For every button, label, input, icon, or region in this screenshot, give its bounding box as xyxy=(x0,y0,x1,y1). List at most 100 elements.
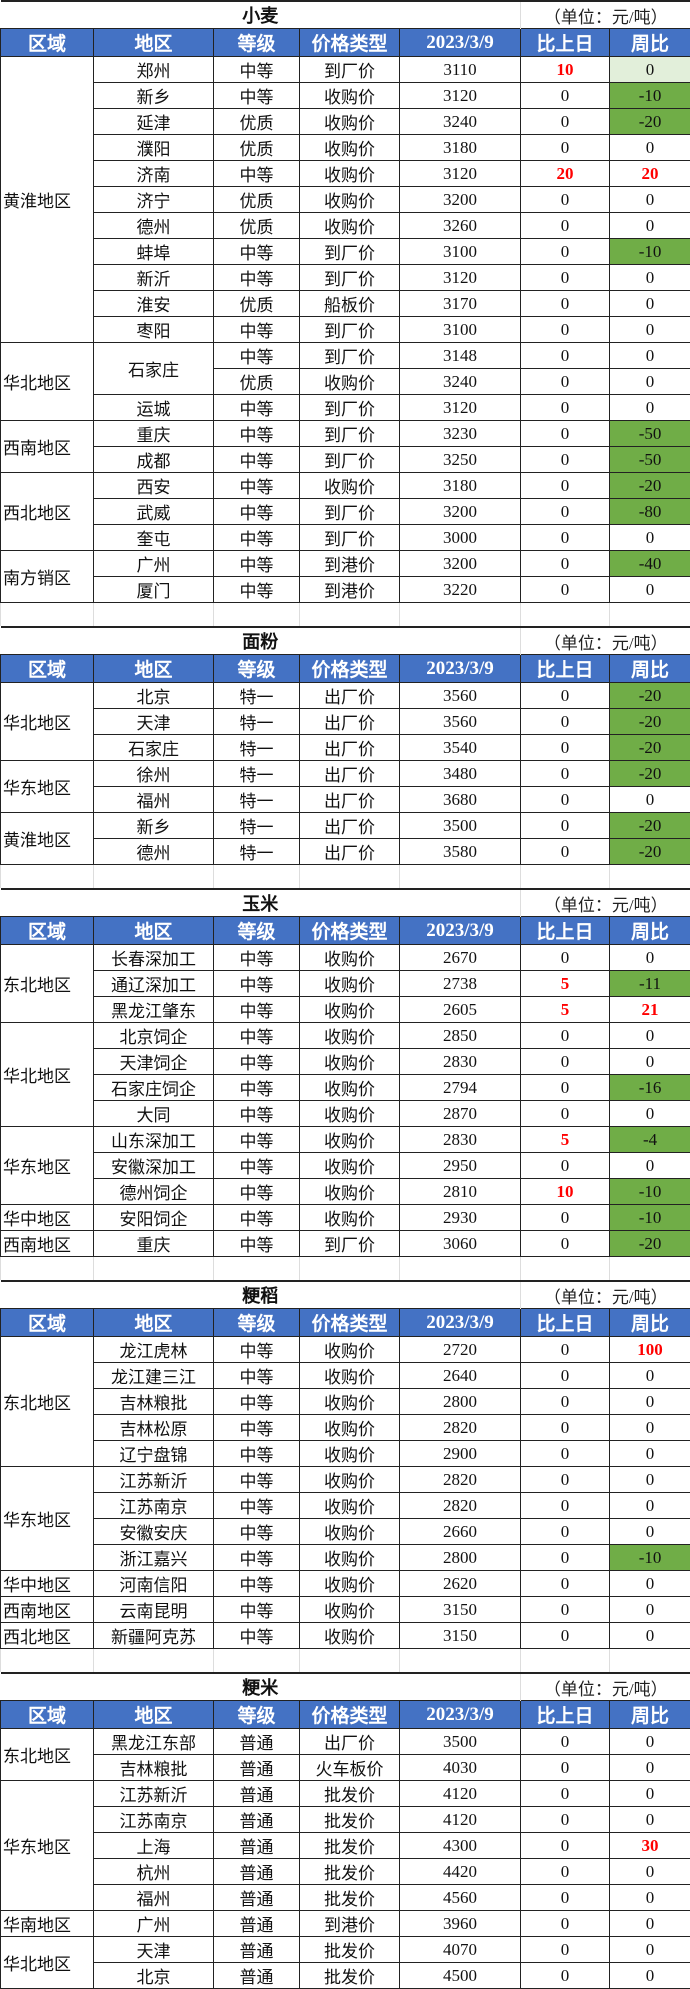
week-change-cell: 0 xyxy=(610,525,690,551)
spacer-row xyxy=(1,1257,690,1281)
grade-cell: 中等 xyxy=(214,1205,300,1231)
area-cell: 德州 xyxy=(94,839,214,865)
price-cell: 3240 xyxy=(400,369,521,395)
grade-cell: 中等 xyxy=(214,1179,300,1205)
area-cell: 江苏南京 xyxy=(94,1807,214,1833)
day-change-cell: 0 xyxy=(521,1415,610,1441)
grade-cell: 中等 xyxy=(214,1623,300,1649)
section-title-row: 面粉（单位：元/吨） xyxy=(1,627,690,655)
week-change-cell: 0 xyxy=(610,1729,690,1755)
price-cell: 3200 xyxy=(400,187,521,213)
week-change-cell: 0 xyxy=(610,1101,690,1127)
price-type-cell: 到厂价 xyxy=(300,57,400,83)
region-cell: 华中地区 xyxy=(1,1205,94,1231)
area-cell: 西安 xyxy=(94,473,214,499)
area-cell: 吉林松原 xyxy=(94,1415,214,1441)
grade-cell: 特一 xyxy=(214,813,300,839)
grade-cell: 普通 xyxy=(214,1963,300,1989)
week-change-cell: 0 xyxy=(610,1859,690,1885)
day-change-cell: 0 xyxy=(521,787,610,813)
area-cell: 成都 xyxy=(94,447,214,473)
price-cell: 4120 xyxy=(400,1781,521,1807)
day-change-cell: 0 xyxy=(521,1363,610,1389)
day-change-cell: 0 xyxy=(521,1467,610,1493)
day-change-cell: 0 xyxy=(521,317,610,343)
header-price-type: 价格类型 xyxy=(300,917,400,945)
price-cell: 4560 xyxy=(400,1885,521,1911)
area-cell: 江苏新沂 xyxy=(94,1467,214,1493)
price-type-cell: 收购价 xyxy=(300,1389,400,1415)
price-cell: 2830 xyxy=(400,1127,521,1153)
area-cell: 福州 xyxy=(94,1885,214,1911)
week-change-cell: 0 xyxy=(610,291,690,317)
grade-cell: 中等 xyxy=(214,1075,300,1101)
price-cell: 3680 xyxy=(400,787,521,813)
day-change-cell: 0 xyxy=(521,1049,610,1075)
price-type-cell: 到厂价 xyxy=(300,395,400,421)
grade-cell: 中等 xyxy=(214,971,300,997)
header-week-change: 周比 xyxy=(610,917,690,945)
day-change-cell: 0 xyxy=(521,1755,610,1781)
price-cell: 3150 xyxy=(400,1623,521,1649)
header-date: 2023/3/9 xyxy=(400,1309,521,1337)
region-cell: 西北地区 xyxy=(1,473,94,551)
area-cell: 新沂 xyxy=(94,265,214,291)
week-change-cell: -11 xyxy=(610,971,690,997)
empty-cell xyxy=(521,1257,610,1281)
price-type-cell: 批发价 xyxy=(300,1859,400,1885)
area-cell: 天津 xyxy=(94,709,214,735)
week-change-cell: 0 xyxy=(610,213,690,239)
area-cell: 北京饲企 xyxy=(94,1023,214,1049)
area-cell: 安徽安庆 xyxy=(94,1519,214,1545)
area-cell: 广州 xyxy=(94,551,214,577)
unit-label: （单位：元/吨） xyxy=(521,1281,690,1309)
empty-cell xyxy=(1,1257,94,1281)
week-change-cell: 0 xyxy=(610,1389,690,1415)
grade-cell: 优质 xyxy=(214,187,300,213)
region-cell: 华北地区 xyxy=(1,1023,94,1127)
price-type-cell: 出厂价 xyxy=(300,787,400,813)
price-cell: 3120 xyxy=(400,83,521,109)
price-cell: 3560 xyxy=(400,709,521,735)
empty-cell xyxy=(94,865,214,889)
price-type-cell: 到厂价 xyxy=(300,1231,400,1257)
region-cell: 华东地区 xyxy=(1,761,94,813)
region-cell: 华北地区 xyxy=(1,343,94,421)
area-cell: 大同 xyxy=(94,1101,214,1127)
price-cell: 2670 xyxy=(400,945,521,971)
price-cell: 3240 xyxy=(400,109,521,135)
price-cell: 2830 xyxy=(400,1049,521,1075)
price-cell: 3120 xyxy=(400,395,521,421)
day-change-cell: 0 xyxy=(521,213,610,239)
grade-cell: 特一 xyxy=(214,761,300,787)
area-cell: 石家庄饲企 xyxy=(94,1075,214,1101)
price-cell: 2810 xyxy=(400,1179,521,1205)
price-type-cell: 出厂价 xyxy=(300,1729,400,1755)
day-change-cell: 10 xyxy=(521,1179,610,1205)
day-change-cell: 0 xyxy=(521,1885,610,1911)
section-title: 玉米 xyxy=(1,889,521,917)
header-grade: 等级 xyxy=(214,1701,300,1729)
area-cell: 黑龙江东部 xyxy=(94,1729,214,1755)
price-cell: 3200 xyxy=(400,551,521,577)
price-type-cell: 收购价 xyxy=(300,1101,400,1127)
empty-cell xyxy=(214,1649,300,1673)
price-cell: 3180 xyxy=(400,473,521,499)
week-change-cell: -20 xyxy=(610,1231,690,1257)
header-region: 区域 xyxy=(1,917,94,945)
